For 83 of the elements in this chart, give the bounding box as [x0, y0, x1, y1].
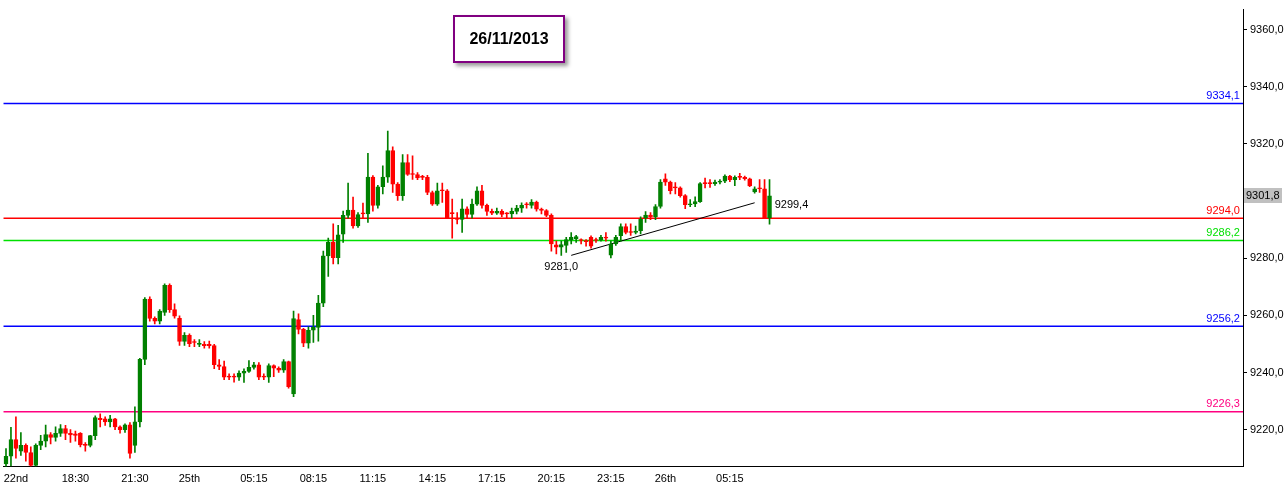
candlestick [48, 432, 53, 445]
y-tick-label: 9260,0 [1250, 308, 1284, 321]
x-tick-label: 18:30 [61, 472, 90, 485]
candlestick [172, 303, 177, 319]
x-tick-label: 17:15 [478, 472, 506, 485]
candlestick [400, 154, 405, 201]
x-tick-label: 08:15 [299, 472, 328, 485]
text: 26/11/2013 [453, 15, 565, 63]
candlestick [663, 173, 668, 186]
candlestick [415, 172, 420, 180]
x-tick-label: 25th [178, 472, 201, 485]
candlestick [529, 199, 534, 209]
candlestick [286, 360, 291, 389]
candlestick [519, 202, 524, 213]
x-tick-label: 20:15 [537, 472, 566, 485]
candlestick [316, 295, 321, 342]
x-tick-label: 26th [654, 472, 677, 485]
candlestick [524, 202, 529, 209]
x-tick-label: 11:15 [359, 472, 387, 485]
candlestick [558, 240, 564, 256]
candlestick [539, 207, 544, 215]
candlestick [439, 182, 445, 203]
candlestick [167, 283, 172, 313]
candlestick [405, 154, 410, 176]
candlestick [430, 190, 435, 206]
candlestick [231, 373, 237, 383]
y-tick-label: 9360,0 [1250, 22, 1284, 35]
candlestick [638, 216, 643, 235]
candlestick [568, 232, 574, 245]
candlestick [435, 182, 440, 206]
candlestick [747, 177, 753, 188]
x-tick-label: 22nd [3, 472, 29, 485]
candlestick [757, 179, 762, 193]
ref-line-label: 9256,2 [1206, 311, 1240, 324]
candlestick [668, 180, 673, 195]
candlestick [752, 186, 757, 194]
candlestick [658, 179, 663, 209]
y-tick-label: 9280,0 [1250, 251, 1284, 264]
candlestick [73, 430, 78, 442]
candlestick [534, 200, 539, 212]
candlestick [301, 327, 306, 348]
candlestick [311, 315, 316, 343]
candlestick [182, 332, 187, 346]
ref-line-label: 9294,0 [1206, 203, 1240, 216]
y-tick-label: 9220,0 [1250, 422, 1284, 435]
candlestick [320, 250, 326, 308]
candlestick [43, 424, 48, 448]
candlestick [672, 182, 678, 195]
candlestick [296, 313, 301, 335]
y-tick-label: 9320,0 [1250, 136, 1284, 149]
ref-line-label: 9334,1 [1206, 89, 1240, 102]
candlestick [767, 179, 772, 225]
ref-line-label: 9226,3 [1206, 397, 1240, 410]
x-tick-label: 23:15 [597, 472, 625, 485]
candlestick [653, 204, 658, 220]
annotation: 9301,8 [1246, 188, 1280, 201]
candlestick [187, 333, 192, 348]
x-tick-label: 05:15 [716, 472, 744, 485]
candlestick [63, 425, 68, 440]
candlestick [276, 366, 282, 373]
candlestick [58, 424, 63, 437]
data-label: 9299,4 [774, 197, 809, 210]
candlestick [177, 315, 182, 346]
candlestick [241, 368, 247, 383]
candlestick [687, 199, 693, 208]
x-tick-label: 14:15 [418, 472, 447, 485]
candlestick [78, 432, 83, 448]
candlestick [53, 426, 58, 442]
y-tick-label: 9240,0 [1250, 365, 1284, 378]
data-label: 9281,0 [544, 259, 579, 272]
x-tick-label: 21:30 [121, 472, 149, 485]
candlestick [633, 225, 638, 235]
candlestick [291, 310, 296, 398]
candlestick [425, 175, 430, 196]
candlestick [603, 232, 609, 242]
candlestick [281, 359, 286, 373]
x-tick-label: 05:15 [240, 472, 268, 485]
candlestick [554, 240, 559, 255]
candlestick [395, 182, 401, 201]
y-tick-label: 9340,0 [1250, 79, 1284, 92]
candlestick [306, 326, 311, 349]
candlestick [514, 205, 519, 215]
ref-line-label: 9286,2 [1206, 226, 1240, 239]
